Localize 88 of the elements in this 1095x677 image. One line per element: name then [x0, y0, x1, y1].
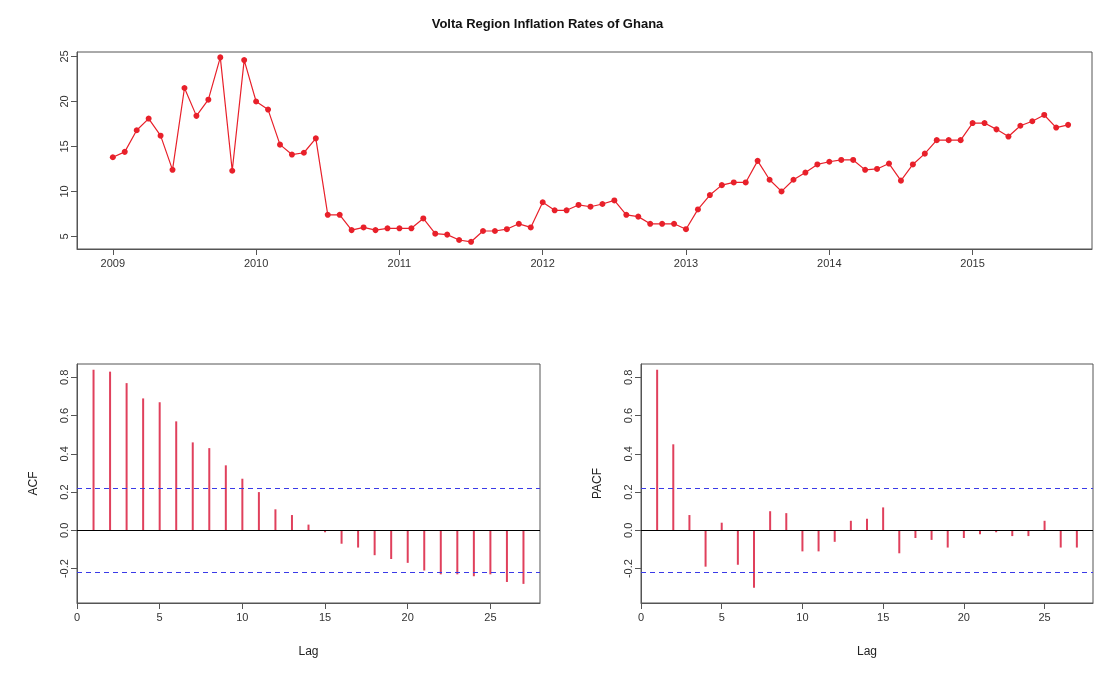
bar	[357, 530, 360, 548]
y-tick-label: 5	[57, 233, 70, 240]
y-tick-label: 0.2	[57, 484, 70, 500]
y-tick-label: 0.6	[621, 407, 634, 424]
y-tick-label: -0.2	[621, 559, 634, 579]
x-tick-label: 5	[156, 610, 163, 623]
y-axis-title: ACF	[26, 471, 40, 496]
bar	[175, 421, 178, 531]
y-tick-label: 0.4	[57, 446, 70, 462]
x-tick-label: 10	[796, 610, 809, 623]
bar	[224, 465, 227, 531]
bar	[785, 513, 788, 531]
bar	[456, 530, 459, 575]
y-tick-label: 10	[57, 185, 70, 198]
bar	[882, 507, 885, 531]
x-tick-label: 20	[401, 610, 414, 623]
bar	[390, 530, 393, 560]
x-tick-label: 2014	[817, 256, 842, 269]
bar	[158, 402, 161, 531]
y-tick-label: -0.2	[57, 559, 70, 579]
x-tick-label: 2015	[960, 256, 985, 269]
bar	[406, 530, 409, 563]
bar	[704, 530, 707, 567]
bar	[930, 530, 933, 540]
bar	[1075, 530, 1078, 548]
x-tick-label: 10	[236, 610, 249, 623]
y-tick-label: 15	[57, 140, 70, 153]
bar	[423, 530, 426, 571]
x-tick-label: 2012	[530, 256, 555, 269]
x-tick-label: 25	[484, 610, 497, 623]
bar	[1059, 530, 1062, 548]
x-tick-label: 25	[1038, 610, 1051, 623]
bar	[1043, 520, 1046, 531]
x-axis-title: Lag	[298, 644, 319, 658]
bar	[109, 371, 112, 531]
x-tick-label: 2009	[100, 256, 126, 269]
bar	[307, 524, 310, 531]
bar	[849, 520, 852, 531]
bar	[373, 530, 376, 556]
y-tick-label: 20	[57, 95, 70, 108]
bar	[274, 509, 277, 531]
bar	[672, 444, 675, 531]
y-tick-label: 0.0	[57, 522, 70, 538]
x-tick-label: 2013	[673, 256, 699, 269]
bar	[688, 515, 691, 531]
x-tick-label: 2011	[387, 256, 412, 269]
y-tick-label: 0.8	[57, 369, 70, 386]
bar	[946, 530, 949, 548]
bar	[257, 492, 260, 531]
y-tick-label: 0.6	[57, 407, 70, 424]
bar	[439, 530, 442, 575]
x-tick-label: 2010	[243, 256, 269, 269]
bar	[736, 530, 739, 565]
bar	[340, 530, 343, 544]
bar	[753, 530, 755, 588]
chart-title: Volta Region Inflation Rates of Ghana	[431, 16, 665, 31]
bar	[472, 530, 475, 577]
bar	[92, 369, 95, 531]
bar	[866, 518, 868, 531]
y-tick-label: 25	[57, 50, 70, 63]
bar	[720, 522, 723, 531]
x-tick-label: 0	[73, 610, 81, 623]
bar	[898, 530, 901, 554]
bar	[208, 448, 211, 531]
bar	[833, 530, 836, 542]
bar	[290, 515, 293, 531]
y-tick-label: 0.8	[621, 369, 634, 386]
bar	[522, 530, 525, 584]
bar	[505, 530, 508, 582]
x-tick-label: 15	[877, 610, 890, 623]
x-tick-label: 20	[957, 610, 970, 623]
bar	[489, 530, 492, 575]
bar	[142, 398, 145, 531]
x-axis-title: Lag	[856, 644, 878, 658]
y-tick-label: 0.4	[621, 446, 634, 462]
bar	[817, 530, 820, 552]
y-tick-label: 0.2	[621, 484, 634, 500]
y-tick-label: 0.0	[621, 522, 634, 538]
bar	[769, 511, 772, 531]
bar	[801, 530, 804, 552]
bar	[125, 383, 128, 531]
bar	[241, 478, 244, 531]
y-axis-title: PACF	[590, 467, 604, 500]
x-tick-label: 15	[318, 610, 332, 623]
bar	[656, 369, 659, 531]
x-tick-label: 5	[718, 610, 725, 623]
x-tick-label: 0	[637, 610, 645, 623]
bar	[191, 442, 194, 531]
